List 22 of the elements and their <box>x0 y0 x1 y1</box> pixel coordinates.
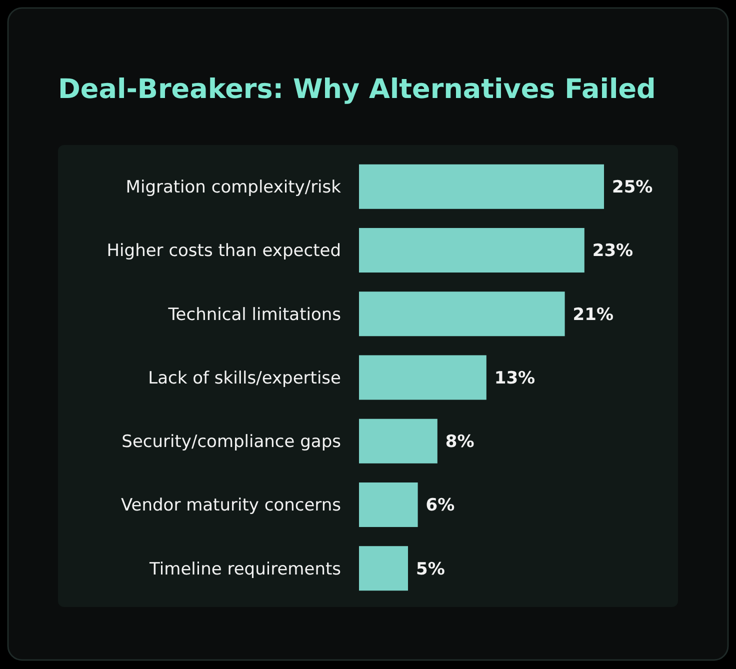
data-label: 8% <box>445 432 474 452</box>
bar <box>359 418 438 464</box>
data-label: 5% <box>416 559 445 580</box>
data-label: 25% <box>612 178 653 198</box>
data-label: 21% <box>572 304 614 325</box>
bar <box>359 292 565 336</box>
bar <box>359 482 418 528</box>
y-tick-label: Migration complexity/risk <box>126 178 342 198</box>
y-tick-label: Lack of skills/expertise <box>148 368 341 388</box>
y-tick-label: Higher costs than expected <box>106 241 341 262</box>
chart-title: Deal-Breakers: Why Alternatives Failed <box>58 74 656 105</box>
data-label: 13% <box>494 368 536 388</box>
bar <box>359 546 408 591</box>
bar <box>359 228 584 273</box>
data-label: 6% <box>426 496 455 516</box>
y-tick-label: Security/compliance gaps <box>122 432 342 452</box>
y-tick-label: Timeline requirements <box>148 559 342 580</box>
bar <box>359 355 486 400</box>
y-tick-label: Technical limitations <box>167 304 342 325</box>
data-label: 23% <box>592 241 634 262</box>
bar <box>359 164 604 209</box>
y-tick-label: Vendor maturity concerns <box>120 496 342 516</box>
